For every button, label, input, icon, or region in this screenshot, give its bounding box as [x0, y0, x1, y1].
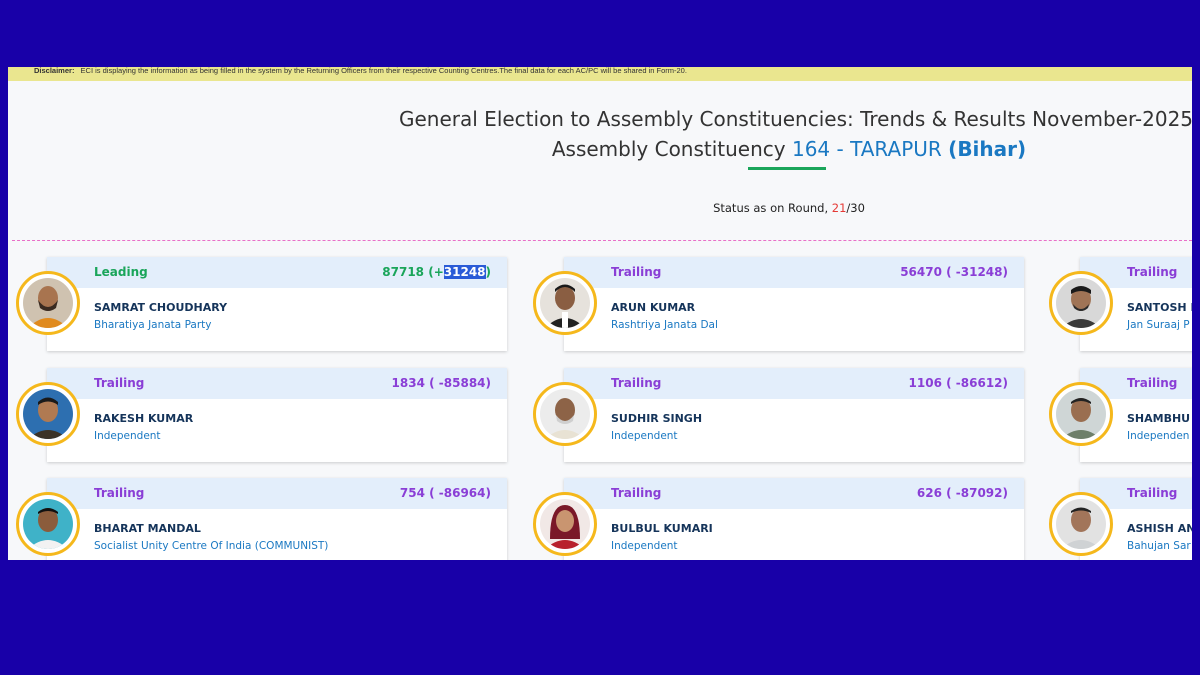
page-title: General Election to Assembly Constituenc…	[399, 107, 1192, 131]
candidate-votes: 87718 (+31248)	[382, 265, 491, 279]
candidate-party: Jan Suraaj P	[1127, 319, 1190, 331]
candidate-name: SAMRAT CHOUDHARY	[94, 301, 228, 314]
candidate-party: Independent	[611, 540, 678, 552]
candidate-photo	[533, 271, 597, 335]
constituency-name: 164 - TARAPUR	[791, 137, 942, 161]
constituency-title: Assembly Constituency 164 - TARAPUR (Bih…	[399, 137, 1179, 161]
candidate-photo	[16, 382, 80, 446]
disclaimer-label: Disclaimer:	[34, 67, 75, 75]
candidate-name: SUDHIR SINGH	[611, 412, 703, 425]
candidate-votes: 626 ( -87092)	[916, 486, 1008, 500]
candidate-party: Independent	[94, 430, 161, 442]
results-page: Disclaimer: ECI is displaying the inform…	[8, 67, 1192, 560]
round-status-prefix: Status as on Round,	[713, 201, 829, 215]
candidate-status: Trailing	[611, 376, 662, 390]
card-header: Trailing	[1080, 478, 1192, 509]
candidate-status: Trailing	[1127, 265, 1178, 279]
candidate-party: Bharatiya Janata Party	[94, 319, 212, 331]
round-status: Status as on Round, 21/30	[399, 201, 1179, 215]
candidate-photo	[16, 492, 80, 556]
candidate-card[interactable]: Trailing SHAMBHU S Independen	[1080, 368, 1192, 462]
candidate-photo	[16, 271, 80, 335]
candidate-photo	[533, 492, 597, 556]
state-name: (Bihar)	[948, 137, 1027, 161]
candidate-party: Independent	[611, 430, 678, 442]
disclaimer-text: ECI is displaying the information as bei…	[80, 67, 687, 75]
candidate-party: Bahujan Sar	[1127, 540, 1191, 552]
candidate-card[interactable]: Trailing 1834 ( -85884) RAKESH KUMAR Ind…	[47, 368, 507, 462]
candidate-votes: 1834 ( -85884)	[391, 376, 491, 390]
candidate-party: Independen	[1127, 430, 1190, 442]
margin-suffix: )	[485, 265, 491, 279]
candidate-status: Trailing	[1127, 376, 1178, 390]
margin-prefix: (+	[428, 265, 444, 279]
constituency-prefix: Assembly Constituency	[551, 137, 786, 161]
candidate-name: ASHISH ANA	[1127, 522, 1192, 535]
candidate-photo	[1049, 382, 1113, 446]
card-header: Trailing 626 ( -87092)	[564, 478, 1024, 509]
candidate-status: Trailing	[1127, 486, 1178, 500]
candidate-votes: 1106 ( -86612)	[908, 376, 1008, 390]
candidate-party: Rashtriya Janata Dal	[611, 319, 718, 331]
candidate-name: SHAMBHU S	[1127, 412, 1192, 425]
card-header: Leading 87718 (+31248)	[47, 257, 507, 288]
candidate-card[interactable]: Trailing SANTOSH K Jan Suraaj P	[1080, 257, 1192, 351]
candidate-card[interactable]: Leading 87718 (+31248) SAMRAT CHOUDHARY …	[47, 257, 507, 351]
candidate-status: Trailing	[611, 486, 662, 500]
candidate-name: ARUN KUMAR	[611, 301, 696, 314]
votes-count: 87718	[382, 265, 425, 279]
card-header: Trailing 56470 ( -31248)	[564, 257, 1024, 288]
candidate-status: Trailing	[94, 376, 145, 390]
candidate-card[interactable]: Trailing 56470 ( -31248) ARUN KUMAR Rash…	[564, 257, 1024, 351]
current-round: 21	[831, 201, 847, 215]
card-header: Trailing 754 ( -86964)	[47, 478, 507, 509]
total-rounds: /30	[846, 201, 865, 215]
candidate-card[interactable]: Trailing 754 ( -86964) BHARAT MANDAL Soc…	[47, 478, 507, 560]
candidate-name: BHARAT MANDAL	[94, 522, 201, 535]
candidate-photo	[1049, 271, 1113, 335]
candidate-card[interactable]: Trailing 1106 ( -86612) SUDHIR SINGH Ind…	[564, 368, 1024, 462]
candidate-name: RAKESH KUMAR	[94, 412, 194, 425]
section-divider	[12, 240, 1192, 241]
candidate-votes: 56470 ( -31248)	[900, 265, 1008, 279]
card-header: Trailing 1106 ( -86612)	[564, 368, 1024, 399]
candidate-card[interactable]: Trailing 626 ( -87092) BULBUL KUMARI Ind…	[564, 478, 1024, 560]
candidate-status: Trailing	[94, 486, 145, 500]
candidate-status: Trailing	[611, 265, 662, 279]
candidate-name: BULBUL KUMARI	[611, 522, 713, 535]
margin-highlight: 31248	[443, 265, 486, 279]
candidate-name: SANTOSH K	[1127, 301, 1192, 314]
disclaimer-banner: Disclaimer: ECI is displaying the inform…	[8, 67, 1192, 81]
title-underline	[748, 167, 826, 170]
candidate-votes: 754 ( -86964)	[399, 486, 491, 500]
candidate-status: Leading	[94, 265, 148, 279]
candidate-photo	[533, 382, 597, 446]
candidate-party: Socialist Unity Centre Of India (COMMUNI…	[94, 540, 329, 552]
candidate-photo	[1049, 492, 1113, 556]
card-header: Trailing 1834 ( -85884)	[47, 368, 507, 399]
